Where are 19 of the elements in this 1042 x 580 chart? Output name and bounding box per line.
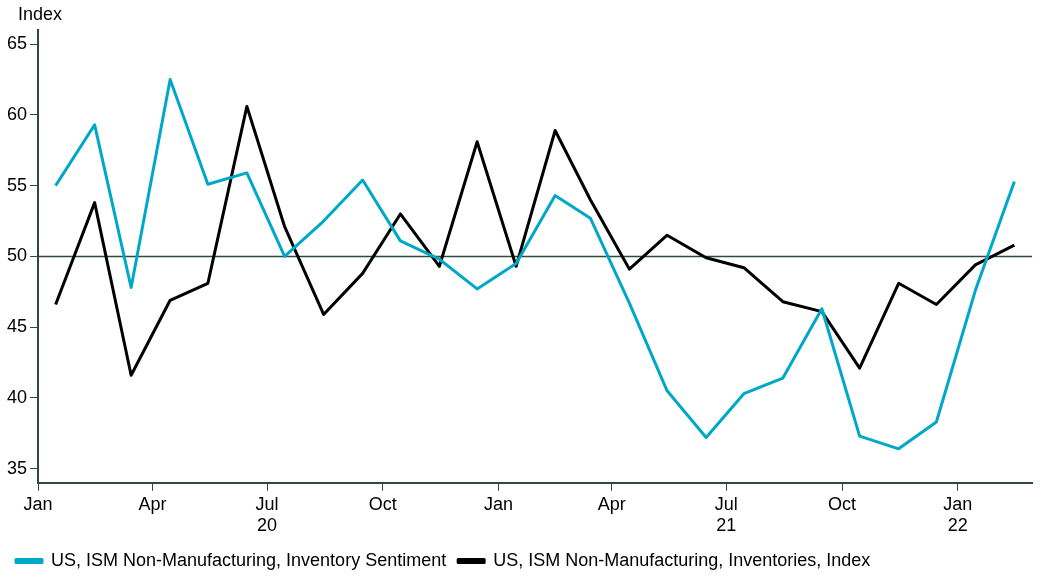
x-tick-label: Jan — [484, 493, 514, 514]
x-tick-label: Jul 21 — [714, 493, 738, 536]
y-tick-label: 65 — [6, 33, 28, 54]
y-tick-label: 55 — [6, 174, 28, 195]
x-tick-label: Apr — [597, 493, 626, 514]
y-tick-label: 50 — [6, 245, 28, 266]
y-tick-label: 45 — [6, 316, 28, 337]
y-tick-label: 35 — [6, 457, 28, 478]
x-tick-label: Oct — [368, 493, 397, 514]
legend-label: US, ISM Non-Manufacturing, Inventories, Index — [493, 549, 871, 570]
x-tick-label: Jul 20 — [255, 493, 279, 536]
x-tick-label: Apr — [138, 493, 167, 514]
x-tick-label: Jan 22 — [943, 493, 973, 536]
y-tick-label: 60 — [6, 103, 28, 124]
x-tick-label: Jan — [23, 493, 53, 514]
y-tick-label: 40 — [6, 386, 28, 407]
legend-label: US, ISM Non-Manufacturing, Inventory Sentiment — [51, 549, 447, 570]
x-tick-label: Oct — [828, 493, 857, 514]
y-axis-title: Index — [18, 3, 63, 24]
